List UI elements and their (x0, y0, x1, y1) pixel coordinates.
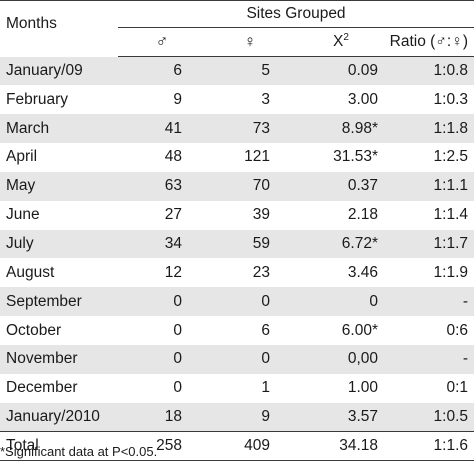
table-row: March 41 73 8.98* 1:1.8 (0, 114, 474, 144)
ratio-cell: 1:1.1 (382, 171, 474, 201)
month-cell: September (0, 287, 118, 317)
table-row: September 0 0 0 - (0, 287, 474, 317)
chi-square-cell: 3.00 (294, 85, 382, 115)
table-row: July 34 59 6.72* 1:1.7 (0, 229, 474, 259)
chi-superscript: 2 (343, 32, 349, 44)
ratio-cell: 1:0.5 (382, 402, 474, 432)
table-row: October 0 6 6.00* 0:6 (0, 316, 474, 345)
female-count-cell: 23 (206, 258, 294, 288)
header-row-group: Months Sites Grouped (0, 0, 474, 57)
table-row: April 48 121 31.53* 1:2.5 (0, 143, 474, 172)
chi-square-cell: 3.46 (294, 258, 382, 288)
female-column-header: ♀ (206, 27, 294, 57)
total-label-cell: Total (0, 430, 118, 461)
chi-square-cell: 0.37 (294, 171, 382, 201)
table-row: February 9 3 3.00 1:0.3 (0, 85, 474, 115)
female-count-cell: 9 (206, 402, 294, 432)
male-count-cell: 0 (118, 316, 206, 345)
ratio-cell: 1:1.8 (382, 114, 474, 144)
chi-square-cell: 8.98* (294, 114, 382, 144)
ratio-cell: 1:0.8 (382, 56, 474, 86)
chi-square-cell: 6.72* (294, 229, 382, 259)
total-chi-square-cell: 34.18 (294, 430, 382, 461)
female-count-cell: 121 (206, 143, 294, 172)
month-cell: April (0, 143, 118, 172)
month-cell: June (0, 200, 118, 230)
month-cell: May (0, 171, 118, 201)
table-row: January/09 6 5 0.09 1:0.8 (0, 56, 474, 86)
month-cell: December (0, 373, 118, 403)
male-count-cell: 27 (118, 200, 206, 230)
month-cell: January/09 (0, 56, 118, 86)
ratio-cell: 1:1.7 (382, 229, 474, 259)
male-count-cell: 0 (118, 287, 206, 317)
male-column-header: ♂ (118, 27, 206, 57)
ratio-cell: 1:1.9 (382, 258, 474, 288)
total-ratio-cell: 1:1.6 (382, 430, 474, 461)
significance-footnote: *Significant data at P<0.05. (0, 444, 158, 459)
month-cell: November (0, 344, 118, 374)
female-count-cell: 3 (206, 85, 294, 115)
female-count-cell: 1 (206, 373, 294, 403)
month-cell: March (0, 114, 118, 144)
table-row: November 0 0 0,00 - (0, 344, 474, 374)
male-count-cell: 18 (118, 402, 206, 432)
male-count-cell: 48 (118, 143, 206, 172)
table-row: December 0 1 1.00 0:1 (0, 373, 474, 403)
female-count-cell: 5 (206, 56, 294, 86)
months-header: Months (0, 0, 118, 57)
chi-square-cell: 31.53* (294, 143, 382, 172)
ratio-cell: 0:1 (382, 373, 474, 403)
ratio-cell: - (382, 344, 474, 374)
month-cell: July (0, 229, 118, 259)
table-row: May 63 70 0.37 1:1.1 (0, 171, 474, 201)
male-count-cell: 41 (118, 114, 206, 144)
chi-square-cell: 6.00* (294, 316, 382, 345)
ratio-cell: - (382, 287, 474, 317)
table-row: January/2010 18 9 3.57 1:0.5 (0, 402, 474, 432)
ratio-cell: 1:2.5 (382, 143, 474, 172)
month-cell: August (0, 258, 118, 288)
header-row-columns: ♂ ♀ Χ2 Ratio (♂:♀) (0, 27, 474, 57)
ratio-column-header: Ratio (♂:♀) (382, 27, 474, 57)
female-count-cell: 73 (206, 114, 294, 144)
table-row: August 12 23 3.46 1:1.9 (0, 258, 474, 288)
ratio-cell: 1:1.4 (382, 200, 474, 230)
female-count-cell: 0 (206, 287, 294, 317)
ratio-cell: 1:0.3 (382, 85, 474, 115)
sites-grouped-header: Sites Grouped (118, 0, 474, 28)
female-count-cell: 6 (206, 316, 294, 345)
total-female-cell: 409 (206, 430, 294, 461)
month-cell: October (0, 316, 118, 345)
male-count-cell: 0 (118, 344, 206, 374)
male-count-cell: 63 (118, 171, 206, 201)
table-row: June 27 39 2.18 1:1.4 (0, 200, 474, 230)
chi-square-cell: 1.00 (294, 373, 382, 403)
chi-square-cell: 2.18 (294, 200, 382, 230)
female-count-cell: 59 (206, 229, 294, 259)
female-count-cell: 0 (206, 344, 294, 374)
chi-symbol: Χ (333, 33, 344, 51)
male-count-cell: 9 (118, 85, 206, 115)
total-male-cell: 258 (118, 430, 206, 461)
chi-square-cell: 0 (294, 287, 382, 317)
total-row: Total 258 409 34.18 1:1.6 (0, 430, 474, 461)
chi-square-cell: 0.09 (294, 56, 382, 86)
male-count-cell: 34 (118, 229, 206, 259)
chi-square-column-header: Χ2 (294, 27, 382, 57)
month-cell: January/2010 (0, 402, 118, 432)
male-count-cell: 6 (118, 56, 206, 86)
month-cell: February (0, 85, 118, 115)
female-count-cell: 70 (206, 171, 294, 201)
ratio-cell: 0:6 (382, 316, 474, 345)
female-count-cell: 39 (206, 200, 294, 230)
male-count-cell: 0 (118, 373, 206, 403)
chi-square-cell: 3.57 (294, 402, 382, 432)
chi-square-cell: 0,00 (294, 344, 382, 374)
male-count-cell: 12 (118, 258, 206, 288)
